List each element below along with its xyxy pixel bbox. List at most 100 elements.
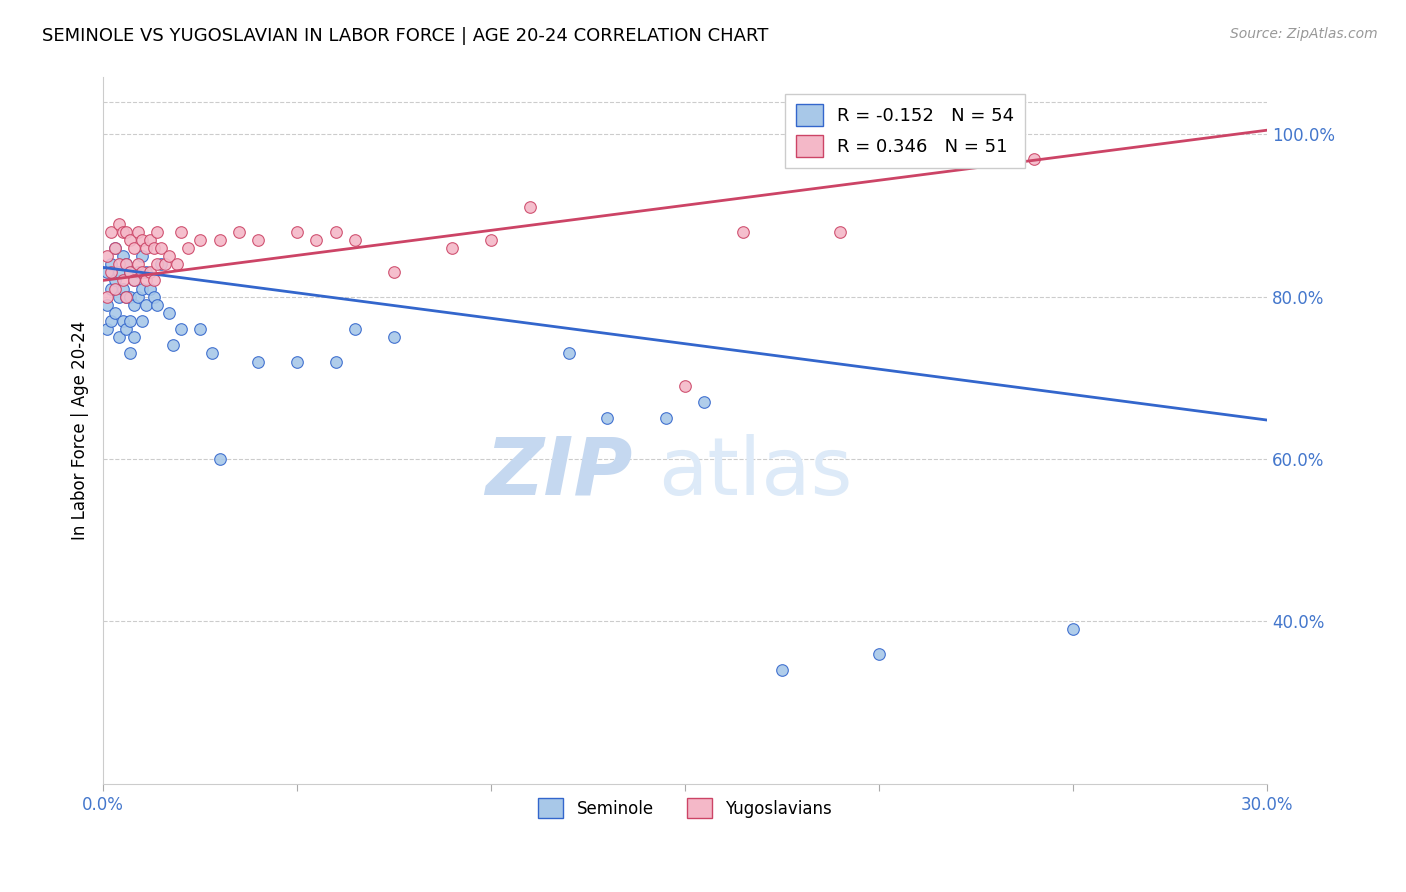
Point [830, 225, 852, 239]
Point [654, 411, 676, 425]
Point [107, 217, 129, 231]
Point [104, 241, 127, 255]
Point [127, 265, 149, 279]
Point [96, 322, 118, 336]
Point [96, 249, 118, 263]
Point [1024, 152, 1046, 166]
Point [138, 281, 160, 295]
Point [127, 290, 149, 304]
Point [115, 290, 138, 304]
Point [127, 225, 149, 239]
Point [107, 330, 129, 344]
Point [157, 306, 180, 320]
Point [208, 452, 231, 467]
Point [166, 257, 188, 271]
Point [131, 281, 153, 295]
Point [120, 314, 142, 328]
Point [142, 273, 165, 287]
Point [188, 233, 211, 247]
Point [693, 395, 716, 409]
Point [104, 241, 127, 255]
Point [115, 290, 138, 304]
Point [100, 257, 122, 271]
Point [138, 233, 160, 247]
Point [122, 273, 145, 287]
Point [138, 265, 160, 279]
Point [157, 249, 180, 263]
Point [115, 257, 138, 271]
Point [146, 225, 169, 239]
Point [519, 200, 541, 214]
Point [96, 298, 118, 312]
Point [177, 241, 200, 255]
Point [146, 257, 169, 271]
Point [127, 257, 149, 271]
Point [733, 225, 755, 239]
Point [131, 314, 153, 328]
Point [104, 281, 127, 295]
Point [122, 298, 145, 312]
Point [150, 257, 173, 271]
Point [120, 233, 142, 247]
Point [325, 354, 347, 368]
Point [208, 233, 231, 247]
Y-axis label: In Labor Force | Age 20-24: In Labor Force | Age 20-24 [72, 321, 89, 541]
Point [673, 379, 696, 393]
Point [131, 233, 153, 247]
Point [122, 330, 145, 344]
Point [153, 257, 176, 271]
Point [96, 290, 118, 304]
Point [100, 265, 122, 279]
Point [170, 322, 193, 336]
Point [344, 322, 367, 336]
Point [100, 314, 122, 328]
Point [596, 411, 619, 425]
Point [120, 346, 142, 360]
Point [247, 233, 270, 247]
Point [868, 647, 890, 661]
Point [107, 257, 129, 271]
Point [107, 290, 129, 304]
Point [120, 265, 142, 279]
Point [305, 233, 328, 247]
Point [107, 265, 129, 279]
Point [122, 241, 145, 255]
Point [228, 225, 250, 239]
Point [142, 290, 165, 304]
Point [325, 225, 347, 239]
Point [131, 265, 153, 279]
Point [344, 233, 367, 247]
Point [111, 281, 134, 295]
Point [247, 354, 270, 368]
Point [100, 225, 122, 239]
Text: atlas: atlas [658, 434, 852, 512]
Point [479, 233, 502, 247]
Point [115, 322, 138, 336]
Text: SEMINOLE VS YUGOSLAVIAN IN LABOR FORCE | AGE 20-24 CORRELATION CHART: SEMINOLE VS YUGOSLAVIAN IN LABOR FORCE |… [42, 27, 769, 45]
Point [122, 273, 145, 287]
Point [115, 225, 138, 239]
Point [131, 249, 153, 263]
Point [104, 273, 127, 287]
Point [285, 354, 308, 368]
Point [111, 225, 134, 239]
Point [382, 265, 405, 279]
Point [557, 346, 579, 360]
Point [96, 265, 118, 279]
Point [382, 330, 405, 344]
Point [111, 314, 134, 328]
Point [100, 281, 122, 295]
Point [111, 273, 134, 287]
Point [120, 290, 142, 304]
Point [285, 225, 308, 239]
Legend: Seminole, Yugoslavians: Seminole, Yugoslavians [531, 791, 838, 825]
Point [201, 346, 224, 360]
Point [441, 241, 464, 255]
Point [135, 241, 157, 255]
Text: Source: ZipAtlas.com: Source: ZipAtlas.com [1230, 27, 1378, 41]
Point [142, 241, 165, 255]
Point [770, 663, 793, 677]
Point [120, 265, 142, 279]
Point [135, 298, 157, 312]
Point [150, 241, 173, 255]
